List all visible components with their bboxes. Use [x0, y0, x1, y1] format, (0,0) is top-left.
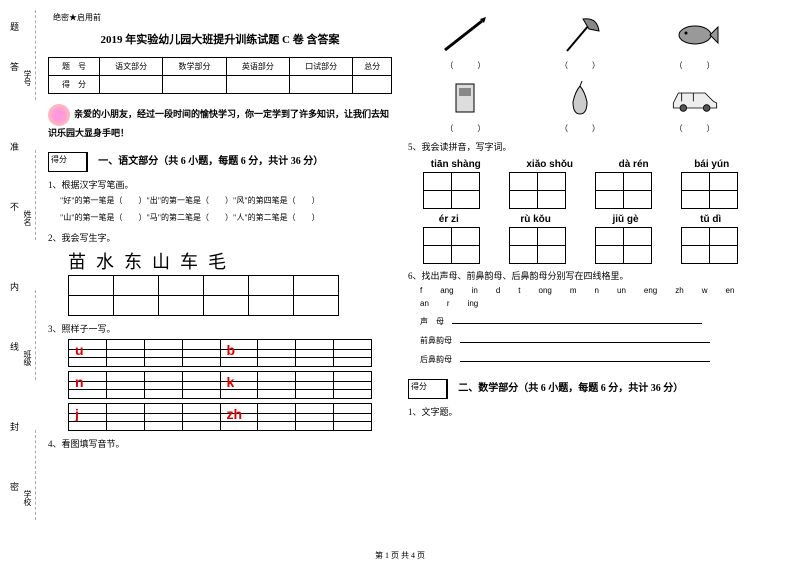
score-table: 题 号语文部分数学部分英语部分口试部分总分 得 分 — [48, 57, 392, 94]
q6: 6、找出声母、前鼻韵母、后鼻韵母分别写在四线格里。 — [408, 269, 752, 282]
syllable-list: fangindtongmn unengzhwenanring — [420, 286, 752, 308]
q2-1: 1、文字题。 — [408, 405, 752, 418]
fourline-1: u b — [68, 339, 372, 367]
greeting: 亲爱的小朋友，经过一段时间的愉快学习，你一定学到了许多知识，让我们去知识乐园大显… — [48, 104, 392, 140]
right-column: （ ）（ ）（ ） （ ）（ ）（ ） 5、我会读拼音，写字词。 tiān sh… — [400, 10, 760, 454]
fourline-2: n k — [68, 371, 372, 399]
q3: 3、照样子一写。 — [48, 322, 392, 335]
page-footer: 第 1 页 共 4 页 — [0, 550, 800, 561]
exam-title: 2019 年实验幼儿园大班提升训练试题 C 卷 含答案 — [48, 31, 392, 47]
section-2-header: 得分 二、数学部分（共 6 小题，每题 6 分，共计 36 分） — [408, 379, 752, 399]
car-icon — [667, 77, 722, 119]
box-row-2 — [408, 227, 752, 263]
pinyin-row-2: ér zirù kǒujiǔ gètǔ dì — [408, 214, 752, 225]
package-icon — [438, 77, 493, 119]
box-row-1 — [408, 172, 752, 208]
left-column: 绝密★启用前 2019 年实验幼儿园大班提升训练试题 C 卷 含答案 题 号语文… — [40, 10, 400, 454]
binding-margin: 学号 姓名 班级 学校 题 答 准 不 内 线 封 密 — [0, 0, 40, 565]
pencil-icon — [438, 14, 493, 56]
section-1-header: 得分 一、语文部分（共 6 小题，每题 6 分，共计 36 分） — [48, 152, 392, 172]
char-list: 苗水东山车毛 — [68, 248, 392, 274]
q4: 4、看图填写音节。 — [48, 437, 392, 450]
writing-grid — [68, 276, 392, 316]
label-school: 学校 — [22, 490, 33, 506]
label-name: 姓名 — [22, 210, 33, 226]
label-id: 学号 — [22, 70, 33, 86]
score-box: 得分 — [48, 152, 88, 172]
pinyin-row-1: tiān shàngxiǎo shǒudà rénbái yún — [408, 159, 752, 170]
pear-icon — [552, 77, 607, 119]
pic-row-1 — [408, 14, 752, 56]
label-class: 班级 — [22, 350, 33, 366]
q1: 1、根据汉字写笔画。 — [48, 178, 392, 191]
score-box: 得分 — [408, 379, 448, 399]
secret-label: 绝密★启用前 — [53, 12, 392, 23]
q5: 5、我会读拼音，写字词。 — [408, 140, 752, 153]
axe-icon — [552, 14, 607, 56]
fish-icon — [667, 14, 722, 56]
fourline-3: j zh — [68, 403, 372, 431]
q2: 2、我会写生字。 — [48, 231, 392, 244]
child-icon — [48, 104, 70, 126]
pic-row-2 — [408, 77, 752, 119]
